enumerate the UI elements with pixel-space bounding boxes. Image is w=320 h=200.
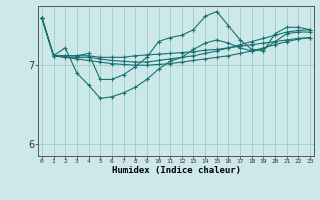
X-axis label: Humidex (Indice chaleur): Humidex (Indice chaleur) [111,166,241,175]
